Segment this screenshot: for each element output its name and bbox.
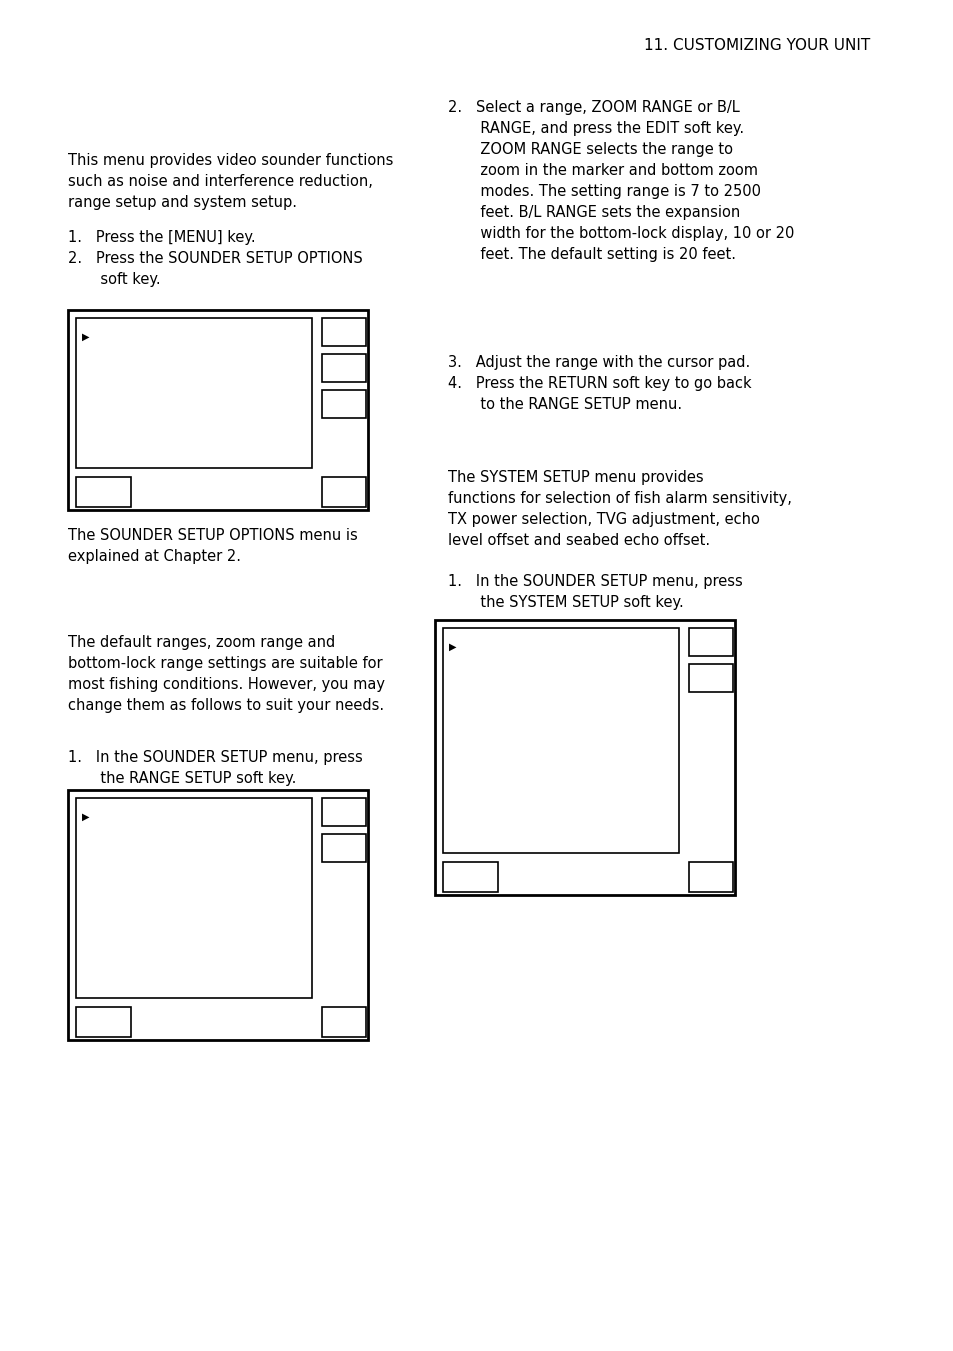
- Text: feet. B/L RANGE sets the expansion: feet. B/L RANGE sets the expansion: [448, 205, 740, 220]
- Text: modes. The setting range is 7 to 2500: modes. The setting range is 7 to 2500: [448, 184, 760, 199]
- Text: width for the bottom-lock display, 10 or 20: width for the bottom-lock display, 10 or…: [448, 226, 794, 240]
- Text: ▶: ▶: [82, 812, 90, 821]
- Text: level offset and seabed echo offset.: level offset and seabed echo offset.: [448, 534, 709, 549]
- Text: TX power selection, TVG adjustment, echo: TX power selection, TVG adjustment, echo: [448, 512, 760, 527]
- Bar: [322, 477, 366, 507]
- Text: The default ranges, zoom range and: The default ranges, zoom range and: [68, 635, 335, 650]
- Text: change them as follows to suit your needs.: change them as follows to suit your need…: [68, 698, 384, 713]
- Text: The SOUNDER SETUP OPTIONS menu is: The SOUNDER SETUP OPTIONS menu is: [68, 528, 357, 543]
- Text: such as noise and interference reduction,: such as noise and interference reduction…: [68, 174, 373, 189]
- Bar: [322, 798, 366, 825]
- Text: zoom in the marker and bottom zoom: zoom in the marker and bottom zoom: [448, 163, 758, 178]
- Bar: [322, 317, 366, 346]
- Bar: [76, 798, 312, 998]
- Text: soft key.: soft key.: [68, 272, 160, 286]
- Text: 2.   Select a range, ZOOM RANGE or B/L: 2. Select a range, ZOOM RANGE or B/L: [448, 100, 739, 115]
- Bar: [322, 834, 366, 862]
- Bar: [322, 390, 366, 417]
- Text: 1.   Press the [MENU] key.: 1. Press the [MENU] key.: [68, 230, 255, 245]
- Text: bottom-lock range settings are suitable for: bottom-lock range settings are suitable …: [68, 657, 382, 671]
- Text: ZOOM RANGE selects the range to: ZOOM RANGE selects the range to: [448, 142, 732, 157]
- Bar: [76, 317, 312, 467]
- Bar: [688, 628, 732, 657]
- Bar: [442, 862, 497, 892]
- Text: functions for selection of fish alarm sensitivity,: functions for selection of fish alarm se…: [448, 490, 791, 507]
- Bar: [435, 620, 734, 894]
- Text: 1.   In the SOUNDER SETUP menu, press: 1. In the SOUNDER SETUP menu, press: [68, 750, 362, 765]
- Bar: [322, 1006, 366, 1038]
- Text: 2.   Press the SOUNDER SETUP OPTIONS: 2. Press the SOUNDER SETUP OPTIONS: [68, 251, 362, 266]
- Text: 1.   In the SOUNDER SETUP menu, press: 1. In the SOUNDER SETUP menu, press: [448, 574, 742, 589]
- Text: 11. CUSTOMIZING YOUR UNIT: 11. CUSTOMIZING YOUR UNIT: [643, 38, 869, 53]
- Text: RANGE, and press the EDIT soft key.: RANGE, and press the EDIT soft key.: [448, 122, 743, 136]
- Text: most fishing conditions. However, you may: most fishing conditions. However, you ma…: [68, 677, 385, 692]
- Text: to the RANGE SETUP menu.: to the RANGE SETUP menu.: [448, 397, 681, 412]
- Text: 3.   Adjust the range with the cursor pad.: 3. Adjust the range with the cursor pad.: [448, 355, 749, 370]
- Text: The SYSTEM SETUP menu provides: The SYSTEM SETUP menu provides: [448, 470, 703, 485]
- Text: ▶: ▶: [82, 332, 90, 342]
- Text: ▶: ▶: [449, 642, 456, 653]
- Bar: [688, 862, 732, 892]
- Bar: [68, 790, 368, 1040]
- Bar: [76, 1006, 131, 1038]
- Text: the RANGE SETUP soft key.: the RANGE SETUP soft key.: [68, 771, 296, 786]
- Bar: [688, 663, 732, 692]
- Text: feet. The default setting is 20 feet.: feet. The default setting is 20 feet.: [448, 247, 735, 262]
- Text: This menu provides video sounder functions: This menu provides video sounder functio…: [68, 153, 393, 168]
- Bar: [68, 309, 368, 509]
- Text: explained at Chapter 2.: explained at Chapter 2.: [68, 549, 241, 563]
- Text: the SYSTEM SETUP soft key.: the SYSTEM SETUP soft key.: [448, 594, 683, 611]
- Bar: [322, 354, 366, 382]
- Bar: [76, 477, 131, 507]
- Text: range setup and system setup.: range setup and system setup.: [68, 195, 296, 209]
- Text: 4.   Press the RETURN soft key to go back: 4. Press the RETURN soft key to go back: [448, 376, 751, 390]
- Bar: [442, 628, 679, 852]
